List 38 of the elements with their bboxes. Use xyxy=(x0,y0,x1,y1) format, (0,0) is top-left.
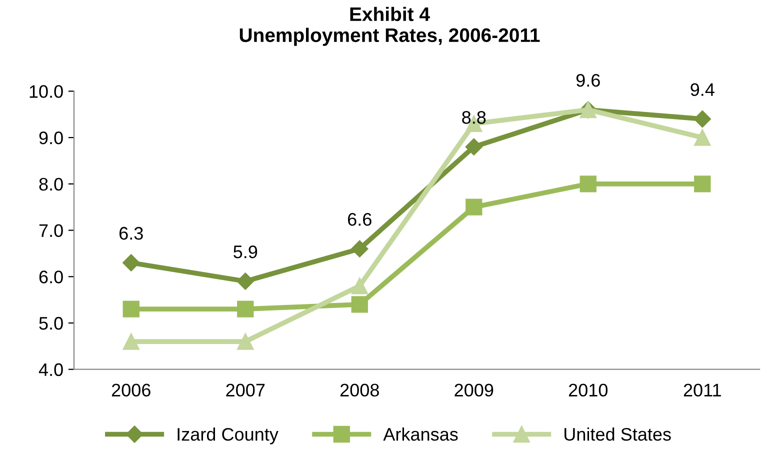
data-label: 5.9 xyxy=(234,245,258,258)
data-label: 6.6 xyxy=(348,213,372,226)
y-tick-label: 7.0 xyxy=(39,224,63,237)
point xyxy=(237,333,254,350)
point xyxy=(122,254,140,272)
x-tick-label: 2006 xyxy=(112,384,150,397)
point xyxy=(236,272,254,290)
point xyxy=(351,296,368,313)
point xyxy=(466,198,482,216)
legend-label: United States xyxy=(564,427,671,441)
data-label: 9.6 xyxy=(576,74,600,87)
x-tick-label: 2008 xyxy=(340,384,379,397)
point xyxy=(694,129,711,146)
legend-label: Arkansas xyxy=(383,427,458,441)
point xyxy=(694,176,711,192)
point xyxy=(122,333,140,350)
x-tick-label: 2009 xyxy=(454,384,494,397)
data-label: 6.3 xyxy=(120,226,143,240)
x-tick-label: 2010 xyxy=(568,384,608,397)
y-tick-label: 10.0 xyxy=(30,85,63,98)
y-tick-label: 6.0 xyxy=(39,270,63,284)
x-tick-label: 2011 xyxy=(684,384,721,397)
x-tick-label: 2007 xyxy=(226,384,265,397)
data-label: 8.8 xyxy=(462,111,486,124)
point xyxy=(580,176,596,192)
y-tick-label: 9.0 xyxy=(39,131,63,144)
y-tick-label: 4.0 xyxy=(38,363,63,376)
chart-title: Exhibit 4 Unemployment Rates, 2006-2011 xyxy=(240,6,540,46)
point xyxy=(122,300,140,318)
y-tick-label: 8.0 xyxy=(39,178,63,191)
point xyxy=(351,240,368,258)
legend-label: Izard County xyxy=(178,427,278,444)
point xyxy=(351,278,368,294)
y-tick-label: 5.0 xyxy=(39,316,63,330)
data-label: 9.4 xyxy=(690,83,714,96)
point xyxy=(694,110,711,128)
point xyxy=(465,138,482,156)
point xyxy=(237,300,254,318)
